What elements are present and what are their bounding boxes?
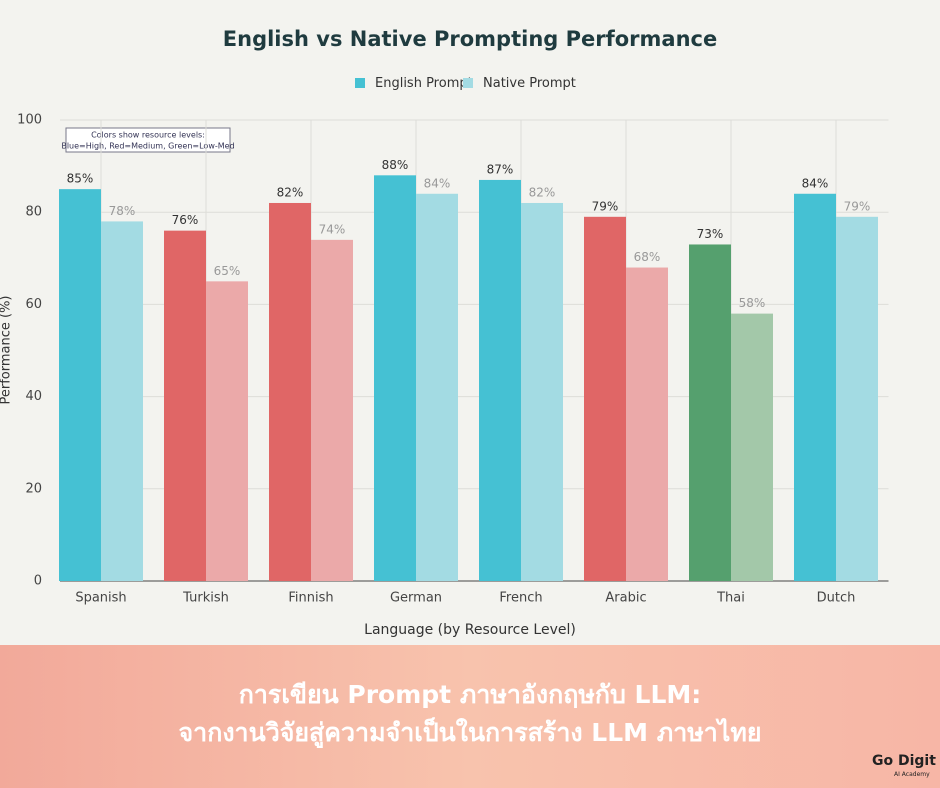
legend-swatch (463, 78, 473, 88)
logo-sub: AI Academy (894, 771, 930, 778)
logo: Go Digit (872, 753, 936, 769)
bar (374, 175, 416, 581)
y-tick-label: 100 (17, 113, 42, 128)
y-tick-label: 60 (25, 297, 42, 312)
y-tick-label: 20 (25, 481, 42, 496)
bar (479, 179, 521, 581)
banner: การเขียน Prompt ภาษาอังกฤษกับ LLM: จากงา… (0, 645, 940, 788)
x-tick-label: Thai (716, 591, 745, 606)
value-label: 73% (697, 227, 724, 241)
value-label: 84% (802, 176, 829, 190)
legend-label: Native Prompt (483, 76, 576, 91)
bar (521, 202, 563, 582)
x-tick-label: French (499, 591, 542, 606)
bar (416, 193, 458, 581)
banner-line: การเขียน Prompt ภาษาอังกฤษกับ LLM: (238, 680, 702, 709)
value-label: 82% (277, 185, 304, 199)
bar (689, 244, 731, 581)
annotation: Blue=High, Red=Medium, Green=Low-Med (61, 142, 234, 151)
value-label: 85% (67, 172, 94, 186)
y-tick-label: 0 (34, 574, 42, 589)
x-tick-label: Arabic (605, 591, 646, 606)
x-tick-label: Turkish (182, 591, 229, 606)
value-label: 65% (214, 264, 241, 278)
value-label: 82% (529, 185, 556, 199)
y-tick-label: 40 (25, 389, 42, 404)
bar (311, 239, 353, 582)
chart: English vs Native Prompting Performance … (0, 27, 889, 638)
bar (836, 216, 878, 581)
x-tick-label: Finnish (288, 591, 333, 606)
y-axis-label: Performance (%) (0, 295, 14, 404)
banner-line: จากงานวิจัยสู่ความจำเป็นในการสร้าง LLM ภ… (178, 718, 762, 747)
bar (794, 193, 836, 581)
value-label: 68% (634, 250, 661, 264)
bar (584, 216, 626, 581)
bar (731, 313, 773, 581)
bar (626, 267, 668, 581)
bar (269, 202, 311, 582)
value-label: 87% (487, 162, 514, 176)
value-label: 74% (319, 222, 346, 236)
annotation-box (65, 127, 231, 153)
annotation: Colors show resource levels: (91, 131, 205, 140)
value-label: 84% (424, 176, 451, 190)
bar (101, 221, 143, 582)
value-label: 88% (382, 158, 409, 172)
chart-title: English vs Native Prompting Performance (223, 27, 717, 51)
legend-swatch (355, 78, 365, 88)
bar (206, 281, 248, 581)
x-tick-label: Dutch (817, 591, 856, 606)
value-label: 79% (592, 199, 619, 213)
bar (164, 230, 206, 581)
value-label: 78% (109, 204, 136, 218)
value-label: 76% (172, 213, 199, 227)
bar (59, 189, 101, 581)
y-tick-label: 80 (25, 205, 42, 220)
x-tick-label: Spanish (75, 591, 126, 606)
x-axis-label: Language (by Resource Level) (364, 622, 576, 638)
legend-label: English Prompt (375, 76, 473, 91)
value-label: 79% (844, 199, 871, 213)
value-label: 58% (739, 296, 766, 310)
x-tick-label: German (390, 591, 442, 606)
